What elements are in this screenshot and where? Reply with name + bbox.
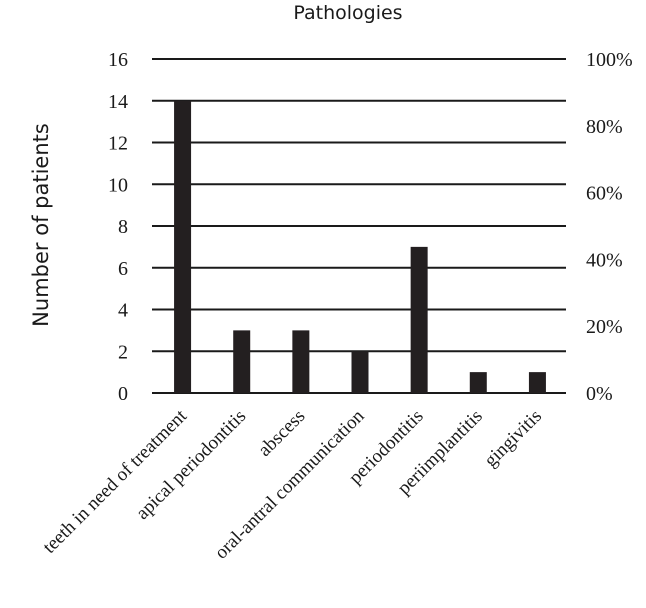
- y2-tick-label: 80%: [586, 116, 623, 138]
- y-tick-label: 0: [118, 383, 128, 405]
- y-tick-label: 14: [108, 91, 128, 113]
- bar: [351, 351, 369, 393]
- category-label: gingivitis: [480, 406, 546, 472]
- y2-tick-label: 20%: [586, 316, 623, 338]
- y-axis-ticks: 0 2 4 6 8 10 12 14 16: [108, 49, 128, 405]
- secondary-y-axis-ticks: 0% 20% 40% 60% 80% 100%: [586, 49, 633, 405]
- y-tick-label: 6: [118, 258, 128, 280]
- category-label: abscess: [254, 406, 309, 461]
- category-label: apical periodontitis: [132, 406, 250, 524]
- bars: [174, 100, 546, 393]
- y-tick-label: 16: [108, 49, 128, 71]
- y2-tick-label: 0%: [586, 383, 613, 405]
- bar: [233, 330, 251, 393]
- bar: [292, 330, 310, 393]
- bar: [528, 372, 546, 393]
- y2-tick-label: 40%: [586, 249, 623, 271]
- y-tick-label: 2: [118, 341, 128, 363]
- bar: [469, 372, 487, 393]
- y2-tick-label: 60%: [586, 183, 623, 205]
- y2-tick-label: 100%: [586, 49, 633, 71]
- y-tick-label: 10: [108, 174, 128, 196]
- gridlines: [152, 58, 566, 394]
- y-tick-label: 4: [118, 300, 128, 322]
- y-axis-label: Number of patients: [29, 123, 53, 327]
- y-tick-label: 12: [108, 133, 128, 155]
- bar: [410, 246, 428, 393]
- y-tick-label: 8: [118, 216, 128, 238]
- chart-title: Pathologies: [293, 2, 402, 24]
- bar: [174, 100, 192, 393]
